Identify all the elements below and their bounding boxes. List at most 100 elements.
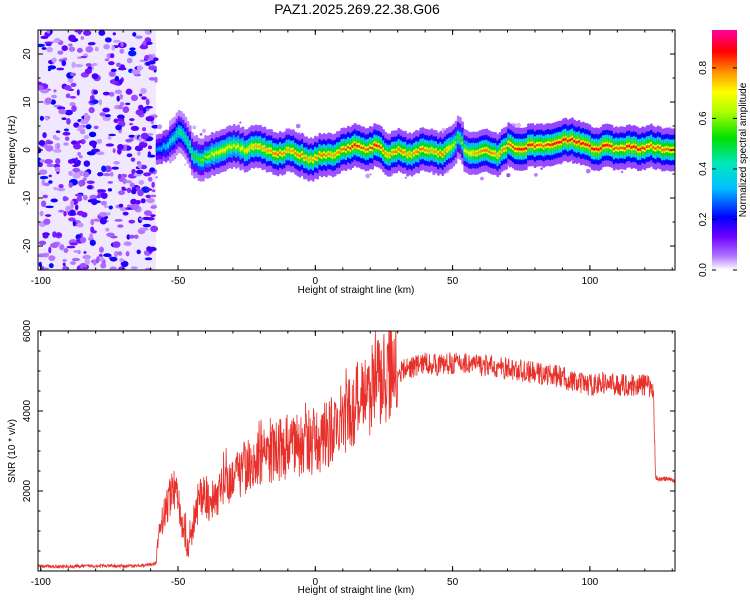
noise-blob — [94, 46, 99, 52]
noise-blob — [72, 167, 81, 173]
noise-blob — [119, 64, 126, 71]
noise-blob — [76, 210, 85, 216]
ridge-cell — [472, 151, 475, 155]
spectrogram-y-tick-label: -10 — [22, 190, 33, 205]
noise-blob — [44, 41, 54, 45]
noise-blob — [55, 158, 61, 165]
noise-blob — [84, 258, 91, 265]
ridge-cell — [366, 147, 370, 151]
noise-blob — [41, 47, 47, 50]
noise-blob — [67, 159, 75, 164]
noise-blob — [117, 144, 124, 151]
spectral-speckle — [164, 129, 168, 133]
noise-blob — [108, 61, 115, 66]
ridge-cell — [560, 140, 563, 144]
noise-blob — [110, 171, 114, 177]
spectrogram-y-axis-label: Frequency (Hz) — [7, 116, 18, 185]
noise-blob — [38, 240, 47, 246]
ridge-cell — [639, 148, 642, 151]
noise-blob — [56, 233, 62, 237]
noise-blob — [114, 250, 118, 258]
noise-blob — [83, 135, 90, 140]
ridge-cell — [171, 138, 175, 141]
noise-blob — [45, 145, 54, 152]
noise-blob — [83, 160, 91, 167]
noise-blob — [69, 95, 77, 99]
noise-blob — [146, 197, 155, 204]
noise-blob — [90, 218, 95, 226]
noise-blob — [48, 180, 53, 184]
noise-blob — [126, 57, 133, 64]
ridge-cell — [344, 148, 348, 152]
noise-blob — [114, 218, 123, 222]
noise-blob — [138, 104, 144, 111]
spectral-speckle — [155, 175, 159, 179]
ridge-cell — [474, 151, 478, 155]
spectrogram-y-ticks: -20 -10 0 10 20 — [22, 29, 675, 271]
noise-blob — [101, 165, 107, 173]
ridge-cell — [243, 149, 247, 153]
noise-blob — [46, 163, 55, 167]
noise-blob — [122, 106, 130, 114]
ridge-cell — [463, 149, 467, 152]
ridge-cell — [430, 148, 434, 152]
noise-blob — [128, 134, 136, 138]
snr-x-tick-label: -100 — [31, 577, 51, 588]
noise-blob — [57, 187, 66, 192]
noise-blob — [116, 62, 121, 68]
noise-blob — [69, 72, 77, 77]
noise-blob — [40, 89, 49, 94]
noise-blob — [116, 251, 121, 256]
ridge-cell — [586, 143, 590, 147]
ridge-cell — [507, 142, 511, 146]
noise-blob — [105, 143, 115, 147]
ridge-cell — [483, 148, 486, 152]
noise-blob — [93, 200, 102, 204]
noise-blob — [111, 45, 115, 51]
ridge-cell — [489, 151, 493, 155]
noise-blob — [115, 124, 122, 131]
snr-y-tick-label: 6000 — [22, 319, 33, 342]
ridge-cell — [443, 150, 447, 154]
ridge-cell — [524, 147, 528, 150]
noise-blob — [49, 242, 59, 249]
noise-blob — [99, 217, 107, 225]
ridge-cell — [292, 149, 295, 153]
noise-blob — [152, 57, 159, 62]
ridge-cell — [285, 148, 289, 152]
noise-blob — [66, 118, 71, 125]
ridge-cell — [303, 156, 306, 160]
noise-blob — [108, 133, 117, 137]
noise-blob — [148, 246, 157, 252]
noise-blob — [67, 77, 74, 84]
noise-blob — [59, 244, 65, 251]
noise-blob — [68, 217, 76, 222]
ridge-cell — [529, 143, 533, 147]
noise-blob — [48, 174, 52, 178]
ridge-cell — [318, 152, 322, 156]
ridge-cell — [217, 151, 221, 155]
noise-blob — [130, 94, 139, 102]
noise-blob — [89, 194, 98, 200]
noise-blob — [140, 87, 147, 95]
ridge-cell — [195, 155, 199, 158]
ridge-cell — [500, 148, 504, 152]
snr-series-line — [38, 331, 675, 570]
noise-blob — [61, 45, 68, 52]
ridge-cell — [408, 152, 412, 156]
noise-blob — [121, 188, 128, 191]
noise-blob — [50, 198, 58, 203]
ridge-cell — [237, 144, 240, 148]
noise-blob — [56, 142, 61, 150]
spectral-speckle — [183, 163, 186, 166]
noise-blob — [151, 189, 156, 193]
spectrogram-x-tick-label: 0 — [313, 276, 319, 287]
noise-blob — [53, 89, 57, 93]
noise-blob — [93, 218, 102, 222]
ridge-cell — [426, 149, 429, 152]
ridge-cell — [272, 151, 276, 155]
noise-blob — [83, 171, 90, 178]
noise-blob — [93, 125, 99, 130]
noise-blob — [69, 242, 78, 246]
